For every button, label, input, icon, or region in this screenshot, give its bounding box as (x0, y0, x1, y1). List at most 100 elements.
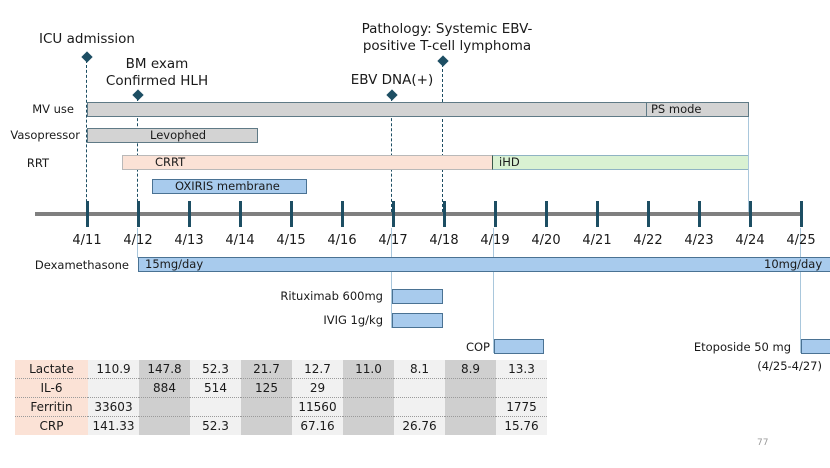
row-label-mv-use: MV use (32, 102, 74, 116)
lab-name: IL-6 (15, 378, 88, 398)
axis-date-label: 4/25 (786, 233, 816, 248)
cop-label: COP (465, 340, 490, 354)
timeline-axis (35, 212, 801, 216)
event-label-line: positive T-cell lymphoma (362, 38, 532, 54)
etoposide-range: (4/25-4/27) (757, 359, 822, 373)
lab-value-cell: 141.33 (88, 416, 139, 435)
lab-value-cell: 13.3 (496, 360, 547, 379)
lab-value-cell: 21.7 (241, 360, 292, 379)
lab-value-cell (445, 397, 496, 417)
lab-value-cell: 52.3 (190, 416, 241, 435)
axis-date-label: 4/19 (480, 233, 510, 248)
ivig-bar (392, 313, 443, 328)
dexamethasone-dose-later: 10mg/day (764, 257, 823, 271)
lab-value-cell (343, 378, 394, 398)
axis-tick (595, 201, 599, 227)
event-marker-diamond-icon (437, 55, 449, 67)
lab-value-cell: 514 (190, 378, 241, 398)
axis-tick (187, 201, 191, 227)
lab-value-cell: 147.8 (139, 360, 190, 379)
event-label-line: BM exam (125, 56, 189, 72)
axis-tick (748, 201, 752, 227)
lab-value-cell (496, 378, 547, 398)
lab-value-cell: 1775 (496, 397, 547, 417)
crrt-bar: CRRT (122, 155, 493, 170)
lab-value-cell (139, 416, 190, 435)
axis-tick (442, 201, 446, 227)
axis-date-label: 4/18 (429, 233, 459, 248)
axis-date-label: 4/14 (225, 233, 255, 248)
axis-date-label: 4/16 (327, 233, 357, 248)
axis-tick (544, 201, 548, 227)
axis-date-label: 4/23 (684, 233, 714, 248)
cop-guide-line (493, 228, 494, 353)
axis-tick (391, 201, 395, 227)
ebv-guide-line (391, 228, 392, 328)
axis-tick (136, 201, 140, 227)
event-dashed-line (86, 60, 87, 212)
event-marker-diamond-icon (132, 89, 144, 101)
lab-value-cell (445, 416, 496, 435)
lab-value-cell: 110.9 (88, 360, 139, 379)
mv-use-bar (87, 102, 749, 117)
axis-date-label: 4/24 (735, 233, 765, 248)
ihd-bar: iHD (492, 155, 749, 170)
row-label-rrt: RRT (26, 156, 49, 170)
lab-value-cell: 67.16 (292, 416, 343, 435)
event-pathology-label: Pathology: Systemic EBV- positive T-cell… (352, 21, 542, 55)
axis-date-label: 4/15 (276, 233, 306, 248)
axis-tick (289, 201, 293, 227)
oxiris-label: OXIRIS membrane (175, 179, 280, 193)
event-label-line: ICU admission (39, 31, 135, 47)
lab-value-cell (343, 397, 394, 417)
lab-value-cell: 8.1 (394, 360, 445, 379)
page-number: 77 (757, 438, 769, 448)
ihd-label: iHD (499, 155, 520, 169)
lab-name: Ferritin (15, 397, 88, 417)
event-icu-admission-label: ICU admission (27, 31, 147, 48)
dexamethasone-label: Dexamethasone (34, 258, 129, 272)
row-label-vasopressor: Vasopressor (10, 128, 80, 142)
lab-row: Lactate 110.9 147.8 52.3 21.7 12.7 11.0 8.1 8.9 1… (15, 360, 547, 379)
lab-row: IL-6 884 514 125 29 (15, 378, 547, 398)
event-label-line: Pathology: Systemic EBV- (361, 21, 533, 37)
etoposide-guide-line (800, 228, 801, 353)
lab-value-cell: 11560 (292, 397, 343, 417)
axis-date-label: 4/11 (72, 233, 102, 248)
rituximab-bar (392, 289, 443, 304)
ps-mode-segment: PS mode (646, 102, 749, 117)
event-label-line: EBV DNA(+) (350, 72, 434, 88)
ihd-end-guide-line (748, 117, 749, 212)
axis-tick (799, 201, 803, 227)
ivig-label: IVIG 1g/kg (323, 313, 383, 327)
axis-date-label: 4/20 (531, 233, 561, 248)
dexamethasone-start-guide-line (137, 228, 138, 258)
lab-value-cell (445, 378, 496, 398)
event-label-line: Confirmed HLH (105, 73, 209, 89)
levophed-label: Levophed (150, 128, 207, 142)
axis-tick (85, 201, 89, 227)
axis-date-label: 4/13 (174, 233, 204, 248)
lab-value-cell (88, 378, 139, 398)
lab-value-cell (343, 416, 394, 435)
event-marker-diamond-icon (81, 51, 93, 63)
lab-name: CRP (15, 416, 88, 435)
cop-bar (494, 339, 544, 354)
lab-value-cell: 11.0 (343, 360, 394, 379)
axis-tick (697, 201, 701, 227)
lab-value-cell: 33603 (88, 397, 139, 417)
axis-tick (340, 201, 344, 227)
lab-value-cell (241, 416, 292, 435)
lab-value-cell: 12.7 (292, 360, 343, 379)
axis-tick (238, 201, 242, 227)
axis-tick (646, 201, 650, 227)
lab-row: Ferritin 33603 11560 1775 (15, 397, 547, 417)
lab-name: Lactate (15, 360, 88, 379)
lab-value-cell (394, 397, 445, 417)
lab-value-cell: 52.3 (190, 360, 241, 379)
event-dashed-line (442, 64, 443, 212)
lab-value-cell: 125 (241, 378, 292, 398)
etoposide-label: Etoposide 50 mg (693, 340, 791, 354)
lab-value-cell: 884 (139, 378, 190, 398)
lab-value-cell: 15.76 (496, 416, 547, 435)
